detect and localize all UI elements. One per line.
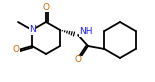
Text: N: N — [29, 26, 35, 35]
Text: NH: NH — [79, 27, 93, 36]
Text: O: O — [13, 46, 20, 55]
Text: O: O — [75, 56, 82, 65]
Text: O: O — [42, 2, 49, 11]
